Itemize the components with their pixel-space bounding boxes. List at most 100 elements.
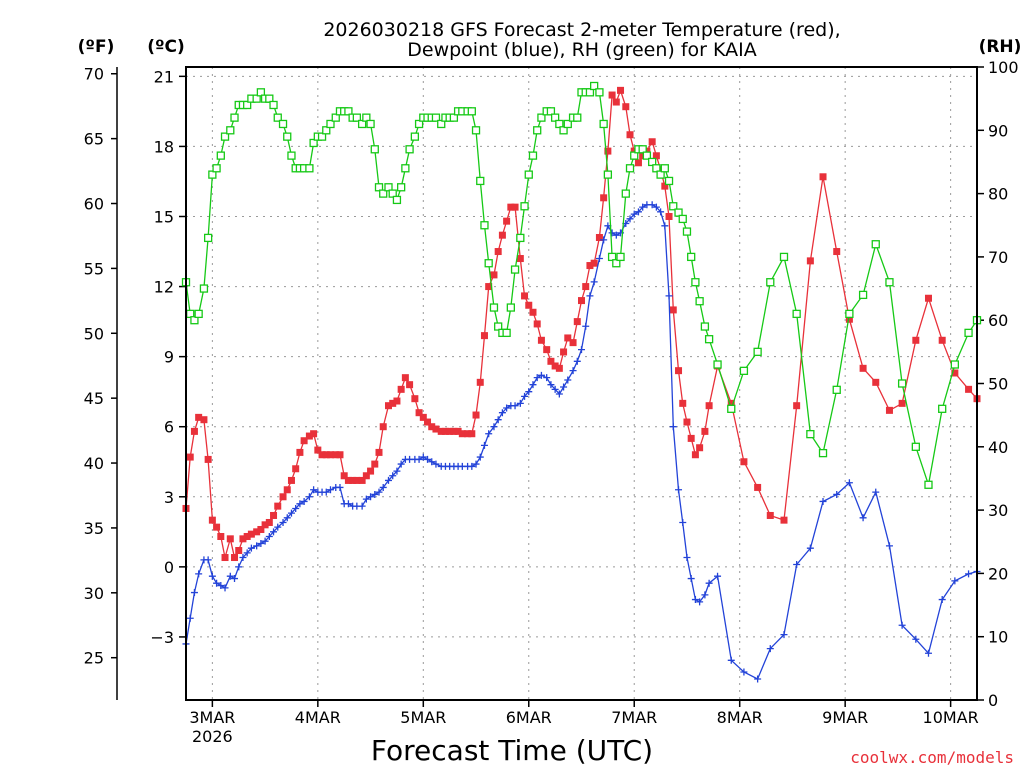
temperature-point xyxy=(590,259,598,267)
temperature-point xyxy=(657,166,665,174)
rh-point xyxy=(366,119,375,129)
temperature-point xyxy=(754,483,762,491)
temperature-point xyxy=(924,294,932,302)
dewpoint-point xyxy=(472,460,480,468)
temperature-point xyxy=(318,451,326,459)
temperature-point xyxy=(397,385,405,393)
temperature-point xyxy=(529,308,537,316)
dewpoint-point xyxy=(665,292,673,300)
dewpoint-point xyxy=(793,561,801,569)
temperature-point xyxy=(401,374,409,382)
dewpoint-point xyxy=(766,645,774,653)
temperature-point xyxy=(305,432,313,440)
temperature-point xyxy=(231,554,239,562)
dewpoint-point xyxy=(221,584,229,592)
fahrenheit-tick-label: 40 xyxy=(84,454,104,473)
time-tick-label: 9MAR xyxy=(822,708,868,727)
rh-point xyxy=(546,107,556,116)
rh-point xyxy=(506,303,515,312)
rh-point xyxy=(374,183,384,192)
rh-point xyxy=(528,151,538,160)
dewpoint-point xyxy=(239,554,247,562)
rh-point xyxy=(410,132,420,141)
rh-point xyxy=(792,309,801,319)
temperature-point xyxy=(648,138,656,146)
temperature-series xyxy=(182,86,981,562)
rh-point xyxy=(203,233,213,243)
temperature-point xyxy=(270,511,278,519)
rh-point xyxy=(713,360,722,369)
fahrenheit-tick-label: 55 xyxy=(84,259,104,278)
rh-point xyxy=(252,94,261,103)
rh-axis: 0 10 20 30 40 50 60 70 80 90 100 xyxy=(977,58,1019,710)
temperature-point xyxy=(573,318,581,326)
dewpoint-point xyxy=(705,579,713,587)
temperature-point xyxy=(595,234,603,242)
rh-point xyxy=(687,252,696,262)
dewpoint-point xyxy=(226,572,234,580)
rh-point xyxy=(607,252,617,262)
rh-point xyxy=(533,126,542,135)
temperature-point xyxy=(217,532,225,540)
temperature-point xyxy=(332,451,340,459)
dewpoint-point xyxy=(415,455,423,463)
temperature-point xyxy=(630,147,638,155)
rh-point xyxy=(590,81,599,91)
fahrenheit-axis: 25 30 35 40 45 50 55 60 65 70 xyxy=(84,65,118,700)
rh-point xyxy=(674,208,683,217)
celsius-tick-label: 3 xyxy=(164,488,174,507)
celsius-tick-label: 6 xyxy=(164,418,174,437)
rh-point xyxy=(212,164,221,173)
temperature-point xyxy=(221,554,229,562)
rh-tick-label: 10 xyxy=(988,628,1008,647)
rh-point xyxy=(964,328,973,338)
celsius-tick-label: 21 xyxy=(154,67,174,86)
rh-point xyxy=(599,119,608,129)
rh-point xyxy=(273,113,282,122)
rh-point xyxy=(950,360,960,369)
rh-point xyxy=(638,145,647,154)
rh-point xyxy=(550,113,560,122)
dewpoint-point xyxy=(564,376,572,384)
rh-point xyxy=(379,189,388,198)
rh-point xyxy=(489,303,499,312)
rh-point xyxy=(832,385,841,394)
rh-point xyxy=(520,202,529,211)
temperature-point xyxy=(525,301,533,309)
temperature-point xyxy=(578,297,585,305)
temperature-point xyxy=(665,212,673,220)
dewpoint-point xyxy=(362,495,370,503)
dewpoint-point xyxy=(529,381,537,389)
dewpoint-point xyxy=(569,367,577,375)
temperature-point xyxy=(626,131,634,139)
dewpoint-point xyxy=(608,229,616,237)
rh-point xyxy=(287,151,296,160)
dewpoint-point xyxy=(740,668,748,676)
temperature-point xyxy=(555,364,563,372)
temperature-point xyxy=(257,525,265,533)
rh-point xyxy=(603,170,613,179)
celsius-axis: −3 0 3 6 9 12 15 18 21 xyxy=(150,67,186,647)
temperature-point xyxy=(336,451,344,459)
temperature-point xyxy=(326,451,334,459)
rh-point xyxy=(648,157,657,167)
series-layer xyxy=(181,81,982,683)
temperature-point xyxy=(912,336,920,344)
dewpoint-point xyxy=(555,390,563,398)
temperature-point xyxy=(243,532,251,540)
dewpoint-point xyxy=(543,374,551,382)
rh-point xyxy=(331,113,340,122)
rh-point xyxy=(243,100,252,110)
dewpoint-point xyxy=(384,476,392,484)
temperature-point xyxy=(213,523,221,531)
time-tick-sublabel: 2026 xyxy=(192,727,233,746)
temperature-point xyxy=(235,547,243,555)
temperature-point xyxy=(239,535,247,543)
temperature-point xyxy=(367,467,375,475)
temperature-point xyxy=(406,381,414,389)
dewpoint-point xyxy=(701,591,709,599)
time-tick-label: 4MAR xyxy=(295,708,341,727)
temperature-point xyxy=(340,472,348,480)
